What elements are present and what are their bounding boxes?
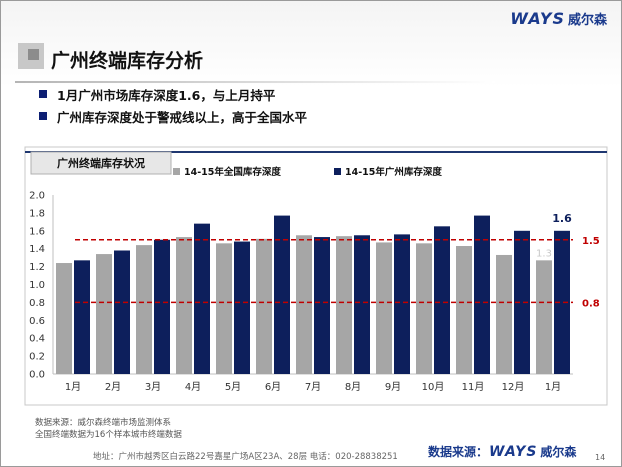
data-label-nation: 1.3 bbox=[536, 248, 552, 259]
bar-guangzhou bbox=[554, 230, 570, 374]
logo-chinese-name: 威尔森 bbox=[567, 12, 607, 28]
bar-nation bbox=[456, 246, 472, 374]
reference-line-label: 0.8 bbox=[582, 298, 600, 309]
bar-nation bbox=[496, 254, 512, 374]
bar-nation bbox=[136, 245, 152, 374]
bar-guangzhou bbox=[474, 215, 490, 374]
x-tick-label: 10月 bbox=[422, 381, 445, 393]
x-tick-label: 3月 bbox=[145, 381, 161, 393]
bar-guangzhou bbox=[74, 260, 90, 374]
bar-guangzhou bbox=[514, 230, 530, 374]
bullet-marker-icon bbox=[39, 90, 47, 98]
data-label-guangzhou: 1.6 bbox=[552, 212, 572, 225]
y-tick-label: 1.6 bbox=[29, 226, 45, 237]
y-tick-label: 0.6 bbox=[29, 316, 45, 327]
reference-line-label: 1.5 bbox=[582, 236, 600, 247]
logo-mark: WAYS bbox=[510, 9, 565, 28]
chart-title: 广州终端库存状况 bbox=[57, 156, 145, 170]
page-title: 广州终端库存分析 bbox=[51, 50, 204, 72]
legend-swatch-nation bbox=[173, 168, 180, 175]
legend-label-nation: 14-15年全国库存深度 bbox=[184, 166, 281, 178]
bar-nation bbox=[56, 263, 72, 374]
legend-label-guangzhou: 14-15年广州库存深度 bbox=[345, 166, 442, 178]
source-line: 数据来源：威尔森终端市场监测体系 bbox=[35, 418, 172, 428]
bar-nation bbox=[296, 235, 312, 374]
y-tick-label: 1.8 bbox=[29, 208, 45, 219]
x-tick-label: 1月 bbox=[545, 381, 561, 393]
title-decoration-inner bbox=[28, 49, 39, 60]
footer-brand: 数据来源： WAYS 威尔森 bbox=[428, 443, 576, 460]
bullet-marker-icon bbox=[39, 112, 47, 120]
bullet-text: 1月广州市场库存深度1.6，与上月持平 bbox=[57, 87, 276, 103]
bar-nation bbox=[216, 243, 232, 374]
bullet-item: 广州库存深度处于警戒线以上，高于全国水平 bbox=[39, 105, 307, 127]
y-tick-label: 0.8 bbox=[29, 298, 45, 309]
y-tick-label: 2.0 bbox=[29, 191, 45, 202]
bar-guangzhou bbox=[434, 226, 450, 374]
x-tick-label: 12月 bbox=[502, 381, 525, 393]
bar-guangzhou bbox=[394, 234, 410, 374]
logo-text: WAYS bbox=[510, 8, 565, 28]
bar-nation bbox=[336, 236, 352, 374]
chart-title-box bbox=[30, 151, 172, 175]
bullet-item: 1月广州市场库存深度1.6，与上月持平 bbox=[39, 83, 307, 105]
header-band bbox=[1, 1, 621, 87]
x-tick-label: 5月 bbox=[225, 381, 241, 393]
page-number: 14 bbox=[595, 453, 606, 462]
title-divider bbox=[15, 81, 495, 83]
x-tick-label: 7月 bbox=[305, 381, 321, 393]
bullet-list: 1月广州市场库存深度1.6，与上月持平 广州库存深度处于警戒线以上，高于全国水平 bbox=[39, 83, 307, 127]
legend-swatch-guangzhou bbox=[334, 168, 341, 175]
bar-nation bbox=[96, 254, 112, 374]
bar-nation bbox=[536, 260, 552, 374]
x-tick-label: 2月 bbox=[105, 381, 121, 393]
bar-guangzhou bbox=[314, 237, 330, 374]
x-tick-label: 4月 bbox=[185, 381, 201, 393]
footer-logo-chinese-name: 威尔森 bbox=[540, 445, 577, 459]
y-tick-label: 1.4 bbox=[29, 244, 45, 255]
footer-logo-mark: WAYS bbox=[489, 444, 537, 460]
x-tick-label: 6月 bbox=[265, 381, 281, 393]
bar-nation bbox=[256, 238, 272, 374]
bar-guangzhou bbox=[234, 241, 250, 374]
y-tick-label: 0.0 bbox=[29, 370, 45, 381]
x-tick-label: 8月 bbox=[345, 381, 361, 393]
data-source-note: 数据来源：威尔森终端市场监测体系 全国终端数据为16个样本城市终端数据 bbox=[35, 417, 182, 441]
bar-guangzhou bbox=[154, 239, 170, 374]
bar-nation bbox=[416, 243, 432, 374]
source-line: 全国终端数据为16个样本城市终端数据 bbox=[35, 430, 182, 440]
x-tick-label: 11月 bbox=[462, 381, 485, 393]
y-tick-label: 0.2 bbox=[29, 352, 45, 363]
x-tick-label: 9月 bbox=[385, 381, 401, 393]
footer-source-label: 数据来源： bbox=[428, 445, 489, 459]
bullet-text: 广州库存深度处于警戒线以上，高于全国水平 bbox=[57, 109, 308, 125]
bar-guangzhou bbox=[274, 215, 290, 374]
footer-logo-text: WAYS bbox=[489, 443, 538, 460]
x-tick-label: 1月 bbox=[65, 381, 81, 393]
bar-guangzhou bbox=[114, 250, 130, 374]
bar-nation bbox=[176, 237, 192, 374]
brand-logo: WAYS 威尔森 bbox=[510, 7, 607, 29]
y-tick-label: 1.0 bbox=[29, 280, 45, 291]
footer-address: 地址：广州市越秀区白云路22号嘉星广场A区23A、28层 电话：020-2883… bbox=[93, 452, 398, 462]
bar-guangzhou bbox=[354, 235, 370, 374]
y-tick-label: 0.4 bbox=[29, 334, 45, 345]
y-tick-label: 1.2 bbox=[29, 262, 45, 273]
bar-nation bbox=[376, 242, 392, 374]
bar-guangzhou bbox=[194, 223, 210, 374]
